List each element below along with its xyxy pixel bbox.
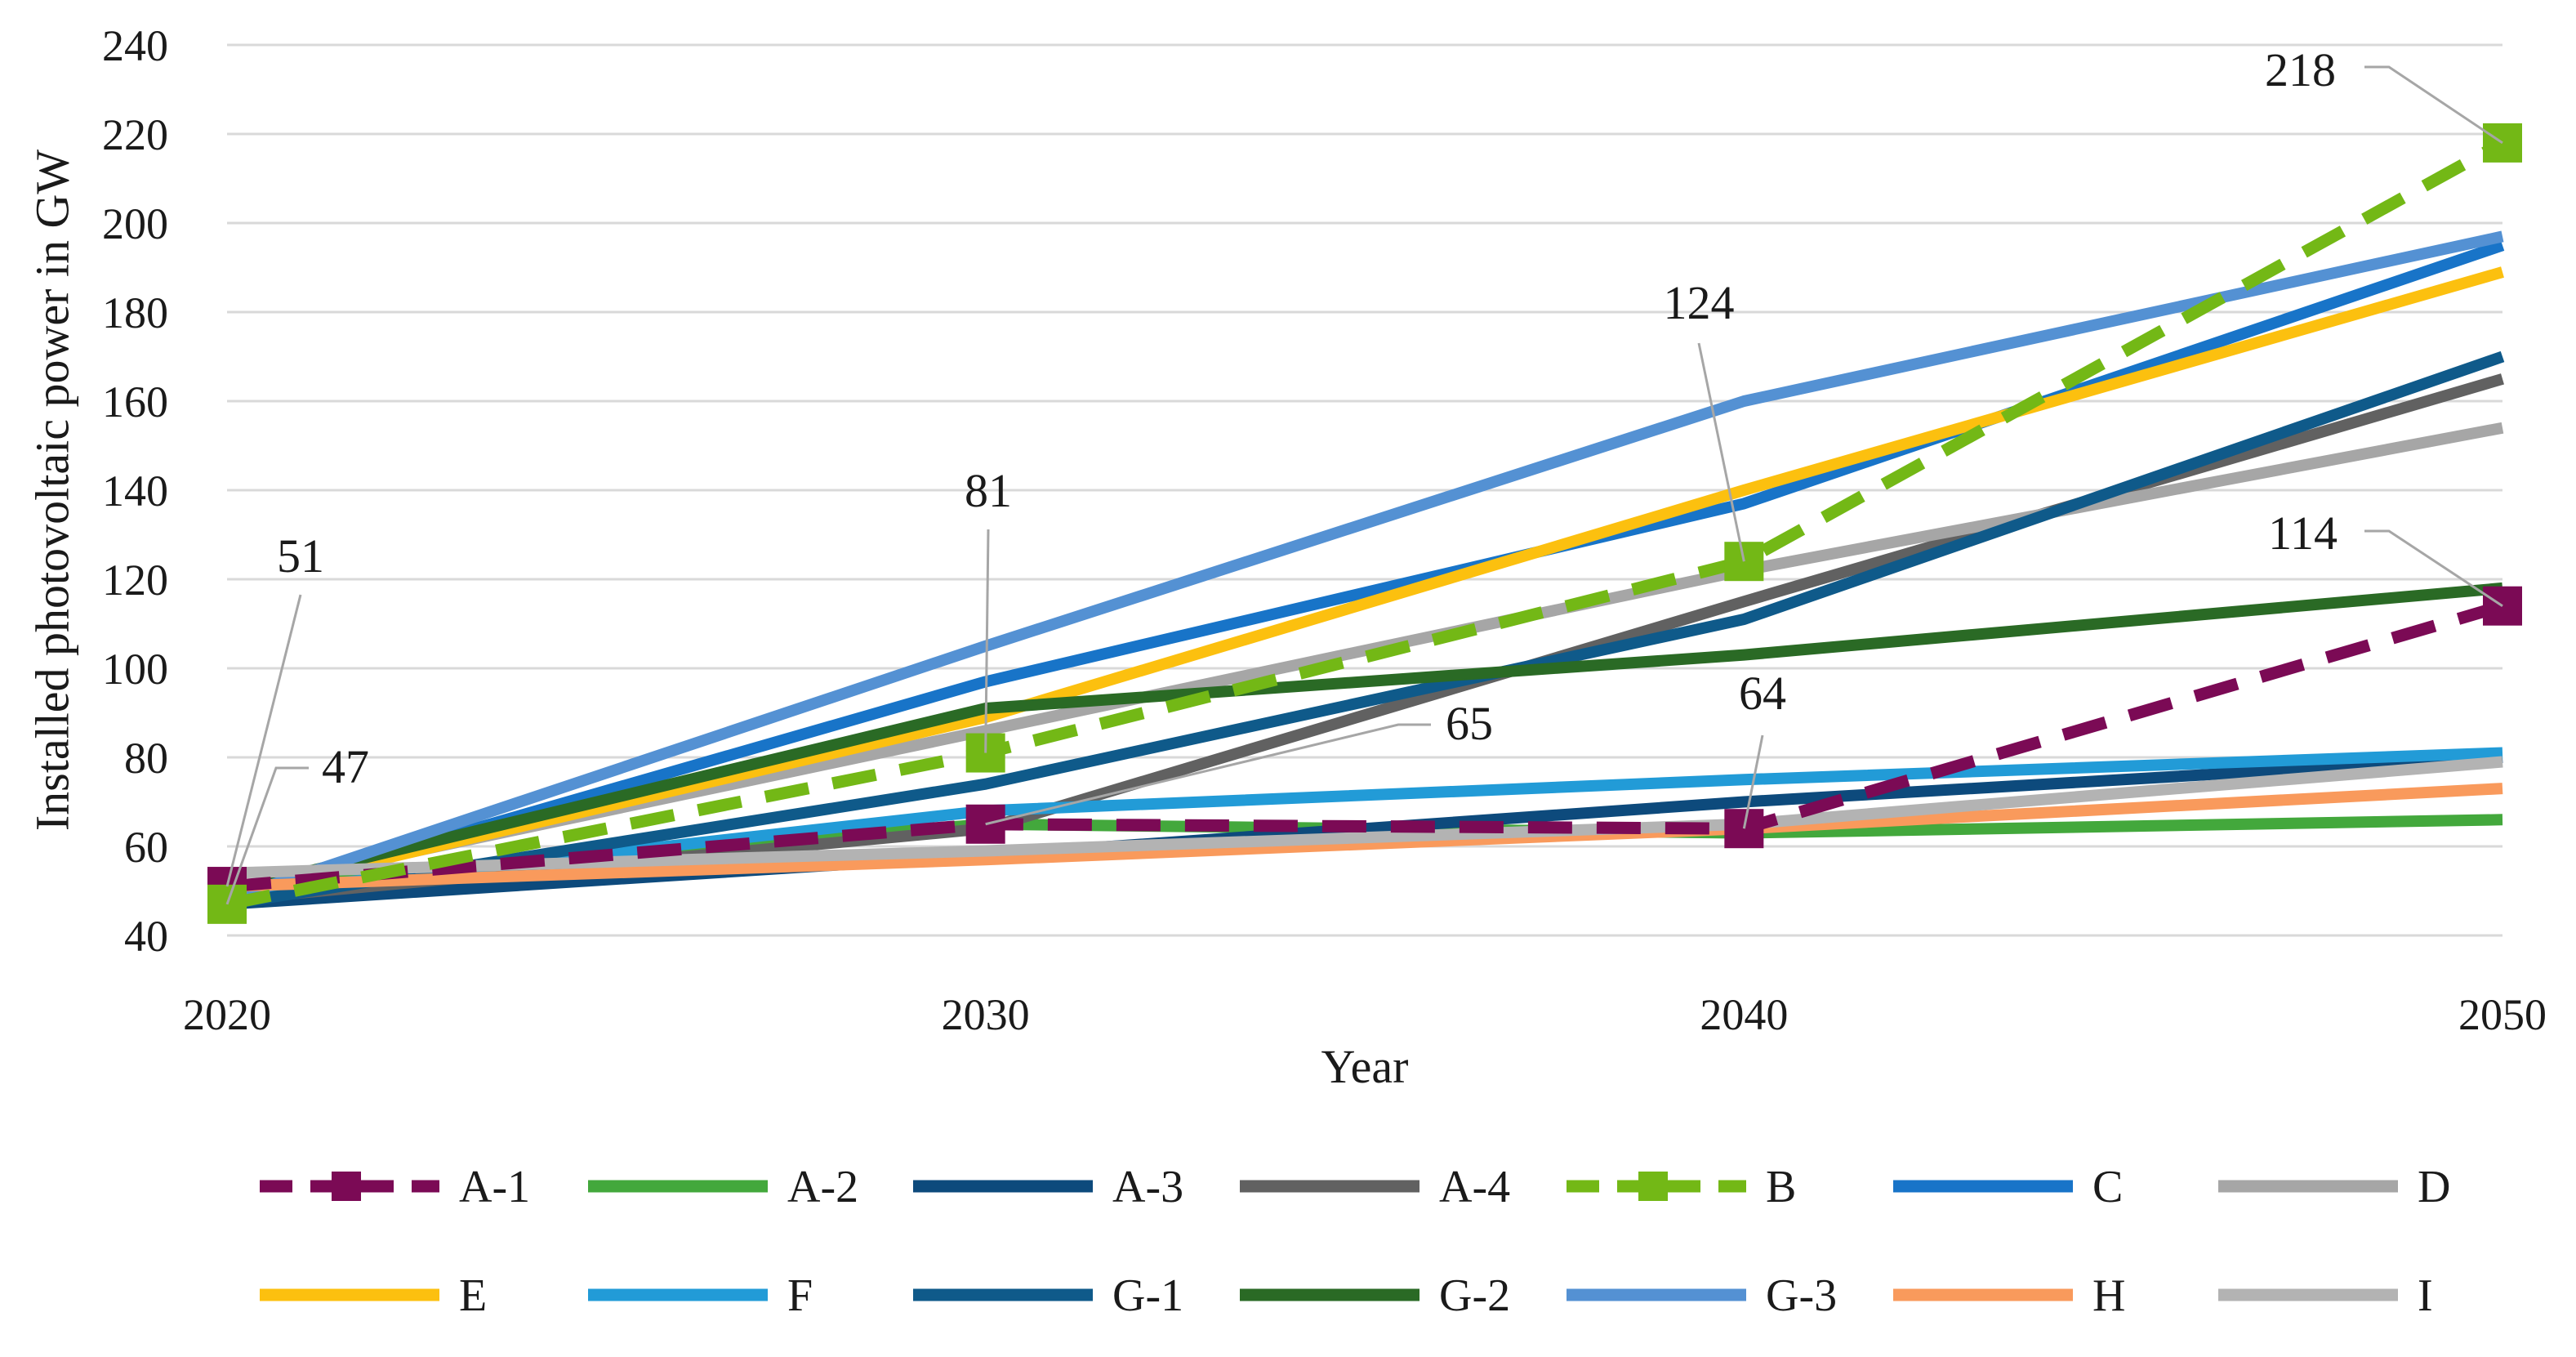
legend-label: A-3 bbox=[1112, 1162, 1183, 1212]
legend-marker-B bbox=[1638, 1172, 1668, 1201]
data-label-65: 65 bbox=[1446, 697, 1493, 750]
y-tick-label: 40 bbox=[124, 912, 168, 961]
y-tick-label: 140 bbox=[102, 466, 168, 516]
series-line-B bbox=[225, 137, 2506, 911]
x-tick-label: 2030 bbox=[942, 990, 1030, 1039]
legend-label: G-2 bbox=[1439, 1270, 1510, 1321]
y-tick-label: 120 bbox=[102, 556, 168, 605]
series-line-A-1 bbox=[226, 600, 2505, 893]
legend-label: B bbox=[1766, 1162, 1796, 1212]
legend-item-A-1: A-1 bbox=[260, 1162, 530, 1212]
series-line-H bbox=[226, 783, 2503, 892]
legend-item-I: I bbox=[2218, 1270, 2433, 1321]
data-label-114: 114 bbox=[2268, 507, 2338, 560]
data-label-64: 64 bbox=[1739, 667, 1786, 720]
legend-item-A-4: A-4 bbox=[1240, 1162, 1510, 1212]
legend-item-E: E bbox=[260, 1270, 487, 1321]
legend-item-G-2: G-2 bbox=[1240, 1270, 1510, 1321]
y-tick-label: 160 bbox=[102, 377, 168, 426]
legend-item-A-3: A-3 bbox=[913, 1162, 1183, 1212]
data-label-51: 51 bbox=[277, 529, 324, 583]
annotation-leader-114 bbox=[2364, 529, 2503, 607]
x-tick-label: 2020 bbox=[183, 990, 271, 1039]
legend-label: G-3 bbox=[1766, 1270, 1837, 1321]
series-line-G-1 bbox=[225, 350, 2505, 910]
data-label-124: 124 bbox=[1664, 276, 1735, 329]
y-tick-label: 180 bbox=[102, 288, 168, 337]
legend-label: H bbox=[2092, 1270, 2125, 1321]
legend-item-H: H bbox=[1893, 1270, 2125, 1321]
y-tick-label: 240 bbox=[102, 21, 168, 70]
annotation-leader-47 bbox=[225, 766, 309, 905]
legend-item-C: C bbox=[1893, 1162, 2123, 1212]
x-tick-label: 2050 bbox=[2458, 990, 2547, 1039]
y-tick-label: 200 bbox=[102, 199, 168, 248]
series-line-E bbox=[225, 266, 2504, 901]
annotation-leader-65 bbox=[985, 723, 1431, 826]
legend-item-A-2: A-2 bbox=[588, 1162, 858, 1212]
y-tick-label: 100 bbox=[102, 645, 168, 694]
legend-item-G-1: G-1 bbox=[913, 1270, 1183, 1321]
annotation-leader-81 bbox=[984, 529, 990, 753]
legend-item-D: D bbox=[2218, 1162, 2450, 1212]
legend-label: A-2 bbox=[787, 1162, 858, 1212]
legend-item-F: F bbox=[588, 1270, 813, 1321]
legend-label: E bbox=[459, 1270, 487, 1321]
series-line-G-2 bbox=[225, 582, 2503, 897]
annotation-leader-64 bbox=[1742, 734, 1764, 829]
legend-label: A-1 bbox=[459, 1162, 530, 1212]
y-tick-label: 60 bbox=[124, 823, 168, 872]
annotation-leader-51 bbox=[225, 594, 302, 887]
x-tick-label: 2040 bbox=[1700, 990, 1788, 1039]
x-axis-title: Year bbox=[1321, 1040, 1409, 1093]
data-label-81: 81 bbox=[965, 464, 1012, 517]
legend-item-G-3: G-3 bbox=[1567, 1270, 1837, 1321]
series-line-C bbox=[225, 239, 2505, 906]
series-line-I bbox=[226, 756, 2503, 879]
annotation-leader-124 bbox=[1697, 342, 1745, 562]
legend-item-B: B bbox=[1567, 1162, 1796, 1212]
legend-label: D bbox=[2418, 1162, 2450, 1212]
legend-label: I bbox=[2418, 1270, 2433, 1321]
y-axis-title: Installed photovoltaic power in GW bbox=[25, 150, 78, 832]
legend-label: A-4 bbox=[1439, 1162, 1510, 1212]
annotation-leader-218 bbox=[2364, 65, 2503, 145]
y-tick-label: 220 bbox=[102, 110, 168, 159]
data-label-218: 218 bbox=[2265, 43, 2336, 96]
y-tick-label: 80 bbox=[124, 734, 168, 783]
legend-label: G-1 bbox=[1112, 1270, 1183, 1321]
data-label-47: 47 bbox=[322, 740, 369, 793]
legend-label: C bbox=[2092, 1162, 2123, 1212]
series-line-G-3 bbox=[225, 230, 2504, 906]
legend-marker-A-1 bbox=[332, 1172, 361, 1201]
legend-label: F bbox=[787, 1270, 813, 1321]
